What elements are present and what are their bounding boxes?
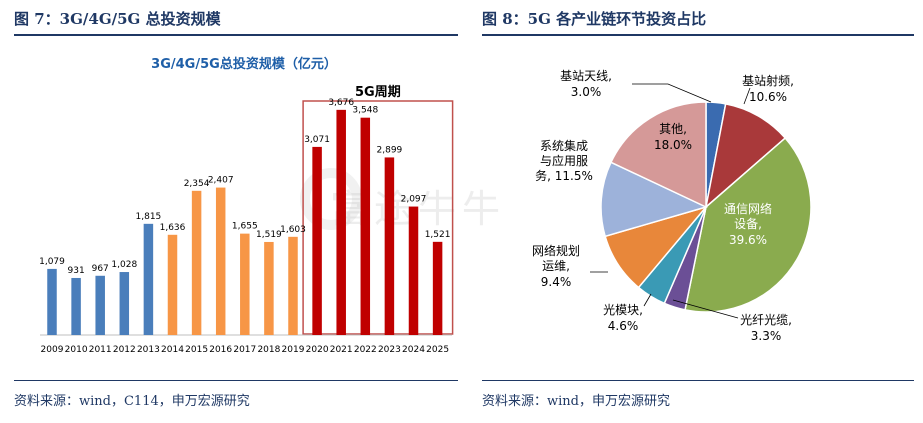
bar-2012 — [119, 272, 130, 335]
bar-2021 — [336, 109, 346, 335]
tick-label-2025: 2025 — [426, 345, 449, 355]
value-label-2024: 2,097 — [401, 195, 427, 205]
investment-share-pie-chart: 基站天线, 3.0% 基站射频, 10.6% 通信网络设备, 39.6% 光纤光缆, 3.3%… — [532, 69, 812, 343]
figure-7-title: 图 7：3G/4G/5G 总投资规模 — [14, 10, 221, 28]
tick-label-2009: 2009 — [41, 345, 64, 355]
tick-label-2024: 2024 — [402, 345, 425, 355]
pie-label-pct: 9.4% — [541, 275, 572, 289]
value-label-2022: 3,548 — [352, 106, 378, 116]
bar-2024 — [408, 206, 419, 335]
bar-2022 — [360, 117, 371, 335]
pie-label-name: 系统集成与应用服 — [540, 138, 588, 168]
right-figure-panel: 图 8：5G 各产业链环节投资占比 基站天线, 3.0% 基站射频, 10.6% 通信网… — [468, 0, 923, 423]
value-label-2016: 2,407 — [208, 176, 234, 186]
bar-2020 — [312, 146, 322, 335]
tick-label-2017: 2017 — [233, 345, 256, 355]
chart-title: 3G/4G/5G总投资规模（亿元） — [151, 56, 337, 72]
5g-cycle-highlight-box — [302, 100, 454, 335]
bar-2023 — [384, 157, 395, 335]
tick-label-2023: 2023 — [378, 345, 401, 355]
value-label-2017: 1,655 — [232, 222, 258, 232]
pie-label-name: 网络规划运维, — [532, 243, 580, 273]
5g-cycle-label: 5G周期 — [355, 85, 401, 100]
bar-2019 — [288, 236, 298, 335]
bar-2013 — [143, 223, 154, 335]
bar-2010 — [71, 277, 81, 335]
left-figure-panel: 图 7：3G/4G/5G 总投资规模 富途牛牛 3G/4G/5G总投资规模（亿元… — [14, 10, 500, 409]
bar-2011 — [95, 275, 105, 335]
tick-label-2018: 2018 — [257, 345, 280, 355]
value-label-2021: 3,676 — [328, 98, 354, 108]
pie-label-name: 其他, — [659, 122, 687, 136]
pie-slice-2 — [684, 137, 812, 313]
leader-line-slice-0 — [632, 83, 712, 103]
bar-2017 — [240, 233, 250, 335]
pie-label-pct: 18.0% — [654, 138, 692, 152]
pie-label-name: 基站天线, — [560, 69, 612, 83]
tick-label-2012: 2012 — [113, 345, 136, 355]
bar-2009 — [47, 268, 57, 335]
leader-line-slice-1 — [743, 87, 751, 105]
pie-label-slice-4: 光模块, 4.6% — [603, 303, 643, 333]
tick-label-2013: 2013 — [137, 345, 160, 355]
value-label-2014: 1,636 — [160, 223, 186, 233]
pie-slice-1 — [704, 102, 787, 209]
pie-label-pct: 3.0% — [571, 85, 602, 99]
title-rule — [482, 34, 914, 36]
pie-label-slice-3: 光纤光缆, 3.3% — [740, 313, 792, 343]
value-label-2012: 1,028 — [111, 260, 137, 270]
pie-label-slice-2: 通信网络设备, 39.6% — [724, 201, 772, 247]
value-label-2025: 1,521 — [425, 230, 451, 240]
figure-8-source: 资料来源：wind，申万宏源研究 — [482, 394, 670, 409]
leader-line-slice-4 — [643, 293, 652, 307]
value-label-2023: 2,899 — [377, 145, 403, 155]
pie-label-pct: 4.6% — [608, 319, 639, 333]
pie-label-pct: 务, 11.5% — [535, 168, 593, 183]
tick-label-2015: 2015 — [185, 345, 208, 355]
pie-label-pct: 3.3% — [751, 329, 782, 343]
bar-2018 — [264, 241, 274, 335]
investment-bar-chart: 3G/4G/5G总投资规模（亿元） 5G周期 1,079 2009 931 2010 967… — [39, 56, 454, 355]
tick-label-2014: 2014 — [161, 345, 184, 355]
pie-slice-6 — [600, 161, 709, 238]
value-label-2018: 1,519 — [256, 230, 282, 240]
bar-2016 — [215, 187, 226, 335]
pie-label-pct: 39.6% — [729, 233, 767, 247]
watermark-logo — [300, 168, 362, 230]
pie-label-name: 光纤光缆, — [740, 313, 792, 327]
title-rule — [14, 34, 458, 36]
tick-label-2010: 2010 — [65, 345, 88, 355]
value-label-2019: 1,603 — [280, 225, 306, 235]
value-label-2020: 3,071 — [304, 135, 330, 145]
pie-label-name: 通信网络设备, — [724, 201, 772, 231]
pie-label-slice-5: 网络规划运维, 9.4% — [532, 243, 580, 289]
pie-label-slice-0: 基站天线, 3.0% — [560, 69, 612, 99]
figure-8-title: 图 8：5G 各产业链环节投资占比 — [482, 10, 707, 28]
value-label-2013: 1,815 — [136, 212, 162, 222]
value-label-2015: 2,354 — [184, 179, 210, 189]
tick-label-2021: 2021 — [330, 345, 353, 355]
bar-2014 — [167, 234, 178, 335]
tick-label-2020: 2020 — [306, 345, 329, 355]
pie-label-slice-1: 基站射频, 10.6% — [742, 73, 794, 104]
value-label-2010: 931 — [68, 266, 85, 276]
pie-label-name: 光模块, — [603, 303, 643, 317]
source-rule — [14, 380, 458, 381]
tick-label-2016: 2016 — [209, 345, 232, 355]
bar-2025 — [432, 241, 443, 335]
tick-label-2011: 2011 — [89, 345, 112, 355]
pie-label-pct: 10.6% — [749, 90, 787, 104]
pie-slice-7 — [609, 101, 707, 209]
value-label-2009: 1,079 — [39, 257, 65, 267]
tick-label-2019: 2019 — [282, 345, 305, 355]
pie-label-name: 基站射频, — [742, 73, 794, 88]
figure-7-source: 资料来源：wind，C114，申万宏源研究 — [14, 394, 250, 409]
value-label-2011: 967 — [92, 264, 109, 274]
tick-label-2022: 2022 — [354, 345, 377, 355]
source-rule — [482, 380, 914, 381]
pie-label-slice-7: 其他, 18.0% — [654, 122, 692, 152]
bar-2015 — [191, 190, 202, 335]
leader-line-slice-3 — [672, 299, 739, 319]
